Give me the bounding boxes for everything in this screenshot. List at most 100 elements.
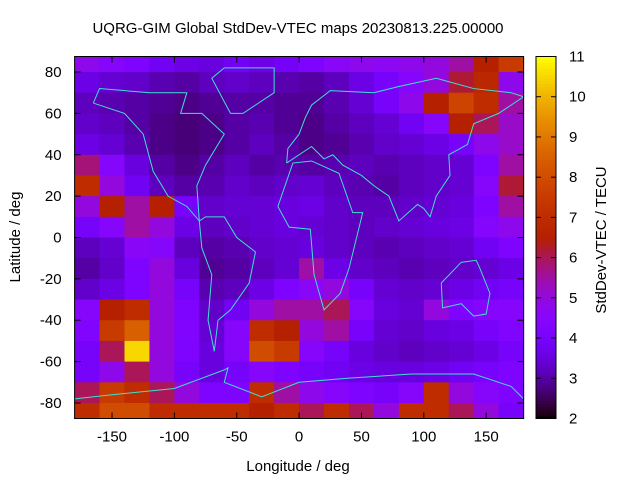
- heatmap-cell: [124, 237, 150, 259]
- heatmap-cell: [249, 56, 275, 73]
- colorbar-segment: [536, 385, 556, 389]
- colorbar-segment: [536, 210, 556, 214]
- x-tick-label: 50: [353, 429, 370, 446]
- colorbar-segment: [536, 279, 556, 284]
- colorbar-segment: [536, 83, 556, 88]
- heatmap-cell: [99, 134, 125, 156]
- heatmap-cell: [74, 382, 101, 404]
- heatmap-cell: [299, 72, 325, 94]
- heatmap-cell: [448, 320, 475, 342]
- heatmap-cell: [299, 216, 325, 238]
- heatmap-cell: [224, 175, 250, 197]
- heatmap-cell: [274, 72, 300, 94]
- heatmap-cell: [74, 154, 101, 176]
- heatmap-cell: [224, 402, 250, 419]
- colorbar-segment: [536, 352, 556, 356]
- heatmap-cell: [324, 340, 350, 363]
- y-tick-label: -20: [40, 271, 62, 288]
- colorbar-segment: [536, 159, 556, 163]
- colorbar-segment: [536, 222, 556, 226]
- colorbar-segment: [536, 86, 556, 91]
- heatmap-cell: [174, 154, 200, 176]
- coastline: [198, 216, 256, 352]
- heatmap-cell: [99, 340, 125, 363]
- heatmap-cell: [74, 56, 101, 73]
- heatmap-cell: [199, 258, 225, 280]
- colorbar-segment: [536, 379, 556, 383]
- heatmap-cell: [124, 299, 150, 321]
- heatmap-cell: [224, 320, 250, 342]
- colorbar-tick-label: 7: [569, 209, 577, 226]
- heatmap-cell: [174, 299, 200, 321]
- heatmap-cell: [249, 299, 275, 321]
- heatmap-cell: [224, 134, 250, 156]
- heatmap-cell: [249, 113, 275, 135]
- heatmap-cell: [473, 113, 500, 135]
- heatmap-cell: [224, 361, 250, 383]
- heatmap-cell: [124, 113, 150, 135]
- heatmap-cell: [398, 278, 425, 301]
- colorbar-segment: [536, 231, 556, 235]
- heatmap-cell: [348, 134, 375, 156]
- heatmap-cell: [74, 278, 101, 301]
- colorbar-segment: [536, 406, 556, 410]
- heatmap-cell: [249, 237, 275, 259]
- heatmap-cell: [473, 175, 500, 197]
- x-tick-label: -150: [97, 429, 127, 446]
- heatmap-cell: [149, 361, 175, 383]
- heatmap-cell: [423, 340, 450, 363]
- heatmap-cell: [99, 278, 125, 301]
- colorbar-segment: [536, 119, 556, 124]
- heatmap-cell: [324, 320, 350, 342]
- heatmap-cell: [348, 299, 375, 321]
- heatmap-cell: [199, 299, 225, 321]
- heatmap-cell: [274, 216, 300, 238]
- colorbar-segment: [536, 331, 556, 335]
- heatmap-cell: [398, 382, 425, 404]
- heatmap-cell: [324, 92, 350, 114]
- heatmap-cell: [124, 340, 150, 363]
- colorbar-segment: [536, 264, 556, 269]
- colorbar-segment: [536, 189, 556, 193]
- heatmap-cell: [398, 299, 425, 321]
- heatmap-cell: [498, 56, 525, 73]
- heatmap-cell: [149, 340, 175, 363]
- heatmap-cell: [448, 134, 475, 156]
- colorbar-segment: [536, 89, 556, 94]
- heatmap-cell: [473, 402, 500, 419]
- heatmap-cell: [99, 72, 125, 94]
- heatmap-cell: [448, 113, 475, 135]
- colorbar-ticks: 2 3 4 5 6 7 8 9 10 11: [536, 49, 586, 428]
- heatmap-cell: [398, 134, 425, 156]
- heatmap-cell: [124, 361, 150, 383]
- heatmap-cell: [373, 154, 400, 176]
- colorbar-frame: [535, 56, 557, 419]
- colorbar-segment: [536, 373, 556, 377]
- colorbar-segment: [536, 68, 556, 73]
- heatmap-cell: [124, 56, 150, 73]
- heatmap-cell: [373, 175, 400, 197]
- heatmap-cell: [324, 237, 350, 259]
- heatmap-cell: [174, 402, 200, 419]
- heatmap-cell: [249, 361, 275, 383]
- heatmap-cell: [274, 340, 300, 363]
- heatmap-cell: [99, 402, 125, 419]
- heatmap-cell: [498, 258, 525, 280]
- heatmap-cell: [423, 92, 450, 114]
- heatmap-cell: [324, 113, 350, 135]
- heatmap-cell: [423, 278, 450, 301]
- heatmap-cell: [324, 56, 350, 73]
- heatmap-cell: [299, 382, 325, 404]
- heatmap-cell: [124, 216, 150, 238]
- heatmap-cell: [274, 134, 300, 156]
- heatmap-cell: [199, 237, 225, 259]
- coastline: [74, 366, 524, 400]
- colorbar-segment: [536, 291, 556, 296]
- heatmap-cell: [324, 154, 350, 176]
- heatmap-cell: [149, 154, 175, 176]
- heatmap-cell: [199, 361, 225, 383]
- colorbar-segment: [536, 107, 556, 112]
- heatmap-cell: [398, 175, 425, 197]
- colorbar-segment: [536, 104, 556, 109]
- heatmap-cell: [348, 56, 375, 73]
